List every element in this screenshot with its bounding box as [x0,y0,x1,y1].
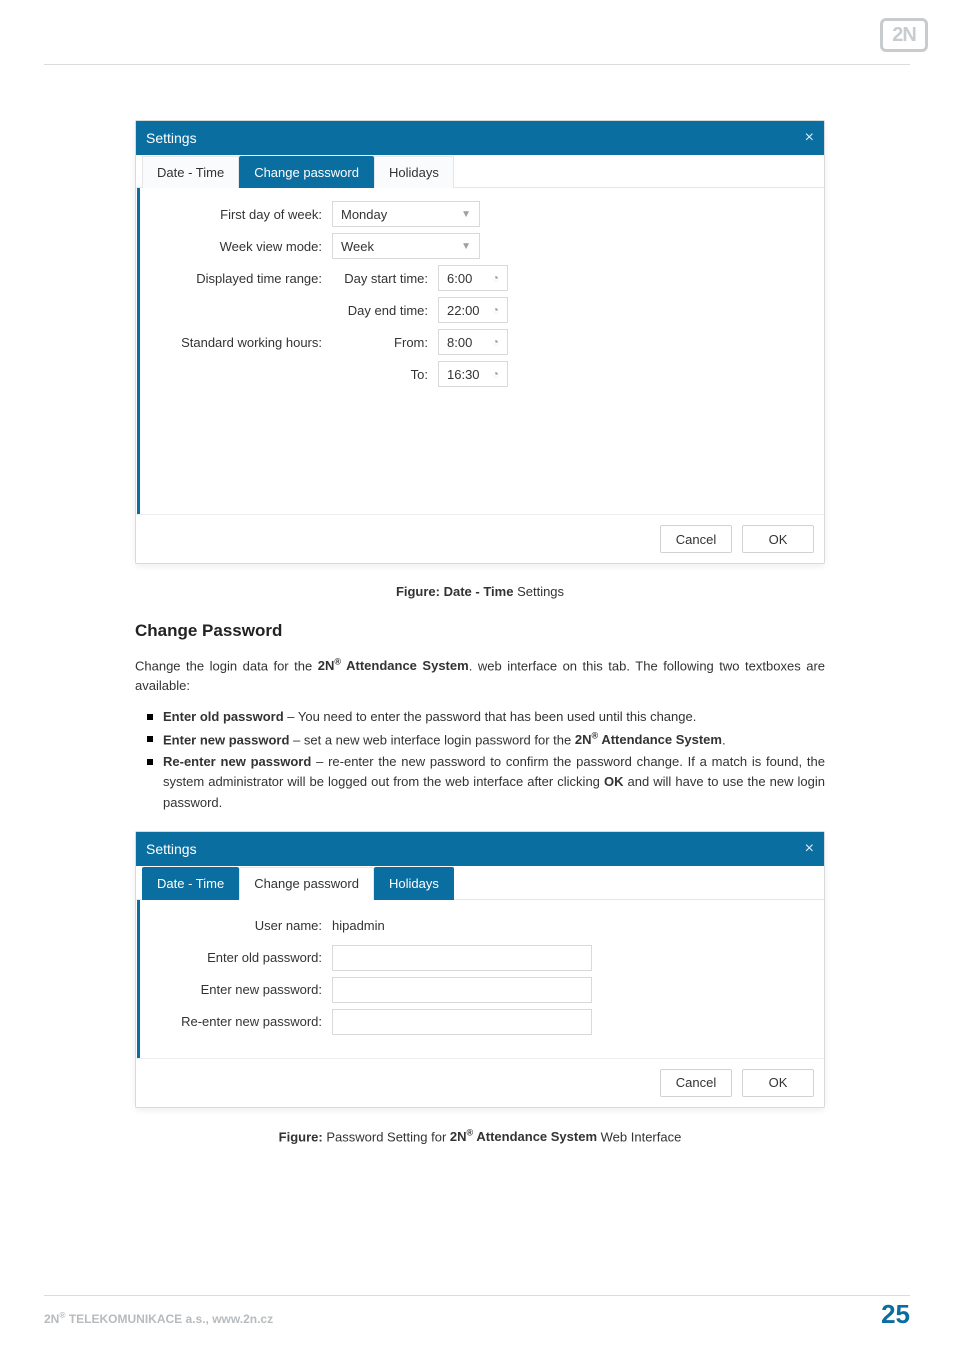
product: Attendance System [598,732,722,747]
footer-divider [44,1295,910,1296]
from-value: 8:00 [447,335,472,350]
old-password-input[interactable] [332,945,592,971]
tabs: Date - Time Change password Holidays [136,866,824,900]
label: Re-enter new password [163,754,311,769]
to-value: 16:30 [447,367,480,382]
first-day-value: Monday [341,207,387,222]
text: – set a new web interface login password… [289,732,574,747]
text: TELEKOMUNIKACE a.s., www.2n.cz [66,1312,274,1326]
week-view-select[interactable]: Week ▼ [332,233,480,259]
close-icon[interactable]: × [805,840,814,858]
new-password-label: Enter new password: [154,982,332,997]
caption-bold: Figure: [279,1129,323,1144]
settings-dialog-date-time: Settings × Date - Time Change password H… [135,120,825,564]
text: Web Interface [597,1129,681,1144]
brand-logo: 2N [880,18,928,52]
bullet-new-password: Enter new password – set a new web inter… [163,729,825,750]
brand: 2N [575,732,592,747]
page-content: Settings × Date - Time Change password H… [135,120,825,1166]
chevron-down-icon: ▼ [461,241,471,252]
label: Enter old password [163,709,284,724]
day-end-value: 22:00 [447,303,480,318]
old-password-label: Enter old password: [154,950,332,965]
settings-dialog-password: Settings × Date - Time Change password H… [135,831,825,1108]
from-input[interactable]: 8:00 ◔ [438,329,508,355]
ok-button[interactable]: OK [742,525,814,553]
text: Change the login data for the [135,658,318,673]
from-label: From: [332,335,438,350]
dialog-button-bar: Cancel OK [136,514,824,563]
std-hours-label: Standard working hours: [154,335,332,350]
clock-icon: ◔ [492,303,499,317]
dialog-button-bar: Cancel OK [136,1058,824,1107]
day-start-label: Day start time: [332,271,438,286]
dialog-title: Settings [146,130,197,146]
week-view-value: Week [341,239,374,254]
first-day-select[interactable]: Monday ▼ [332,201,480,227]
tab-date-time[interactable]: Date - Time [142,867,239,900]
to-label: To: [332,367,438,382]
dialog-titlebar: Settings × [136,121,824,155]
tab-change-password[interactable]: Change password [239,156,374,188]
tabs: Date - Time Change password Holidays [136,155,824,188]
clock-icon: ◔ [492,367,499,381]
ok-ref: OK [604,774,624,789]
label: Enter new password [163,732,289,747]
text: – You need to enter the password that ha… [284,709,697,724]
to-input[interactable]: 16:30 ◔ [438,361,508,387]
text: Password Setting for [323,1129,450,1144]
day-end-label: Day end time: [332,303,438,318]
day-end-input[interactable]: 22:00 ◔ [438,297,508,323]
tab-change-password[interactable]: Change password [239,867,374,900]
brand: 2N [450,1129,467,1144]
clock-icon: ◔ [492,335,499,349]
product: Attendance System [341,658,469,673]
dialog-body: First day of week: Monday ▼ Week view mo… [137,188,823,514]
brand: 2N [44,1312,59,1326]
text: . [722,732,726,747]
dialog-body: User name: hipadmin Enter old password: … [137,900,823,1058]
header-divider [44,64,910,65]
caption-bold: Figure: Date - Time [396,584,514,599]
brand: 2N [318,658,335,673]
cancel-button[interactable]: Cancel [660,525,732,553]
week-view-label: Week view mode: [154,239,332,254]
page-footer: 2N® TELEKOMUNIKACE a.s., www.2n.cz 25 [44,1299,910,1330]
dialog-titlebar: Settings × [136,832,824,866]
bullet-old-password: Enter old password – You need to enter t… [163,707,825,727]
tab-holidays[interactable]: Holidays [374,867,454,900]
ok-button[interactable]: OK [742,1069,814,1097]
clock-icon: ◔ [492,271,499,285]
footer-company: 2N® TELEKOMUNIKACE a.s., www.2n.cz [44,1310,273,1326]
figure-caption-2: Figure: Password Setting for 2N® Attenda… [135,1128,825,1144]
displayed-range-label: Displayed time range: [154,271,332,286]
cancel-button[interactable]: Cancel [660,1069,732,1097]
day-start-value: 6:00 [447,271,472,286]
user-name-label: User name: [154,918,332,933]
reenter-password-input[interactable] [332,1009,592,1035]
close-icon[interactable]: × [805,129,814,147]
product: Attendance System [473,1129,597,1144]
figure-caption-1: Figure: Date - Time Settings [135,584,825,599]
reenter-password-label: Re-enter new password: [154,1014,332,1029]
bullet-reenter-password: Re-enter new password – re-enter the new… [163,752,825,812]
tab-holidays[interactable]: Holidays [374,156,454,188]
user-name-value: hipadmin [332,918,385,933]
new-password-input[interactable] [332,977,592,1003]
first-day-label: First day of week: [154,207,332,222]
caption-rest: Settings [513,584,564,599]
intro-paragraph: Change the login data for the 2N® Attend… [135,655,825,697]
tab-date-time[interactable]: Date - Time [142,156,239,188]
bullet-list: Enter old password – You need to enter t… [135,707,825,813]
page-number: 25 [881,1299,910,1330]
chevron-down-icon: ▼ [461,209,471,220]
section-heading-change-password: Change Password [135,621,825,641]
dialog-title: Settings [146,841,197,857]
day-start-input[interactable]: 6:00 ◔ [438,265,508,291]
